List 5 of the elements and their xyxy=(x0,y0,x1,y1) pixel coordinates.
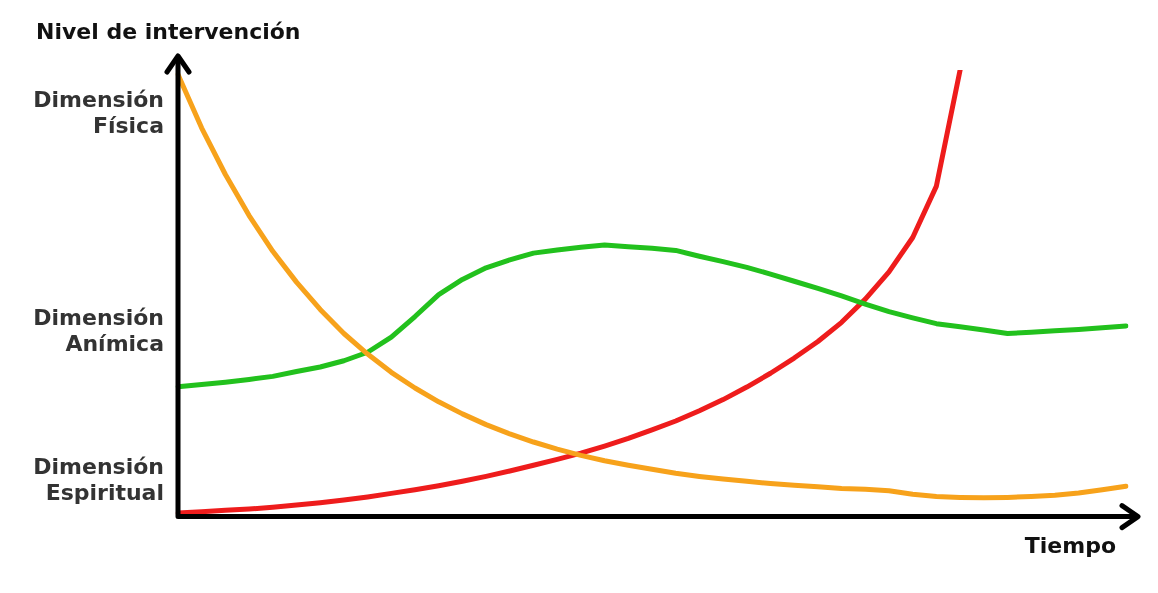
text: Dimensión Anímica xyxy=(33,305,164,357)
text: Dimensión Espiritual xyxy=(33,453,164,505)
text: Dimensión Física xyxy=(33,87,164,139)
y-axis-title: Nivel de intervención xyxy=(36,18,301,44)
x-axis-title: Tiempo xyxy=(1024,533,1116,559)
